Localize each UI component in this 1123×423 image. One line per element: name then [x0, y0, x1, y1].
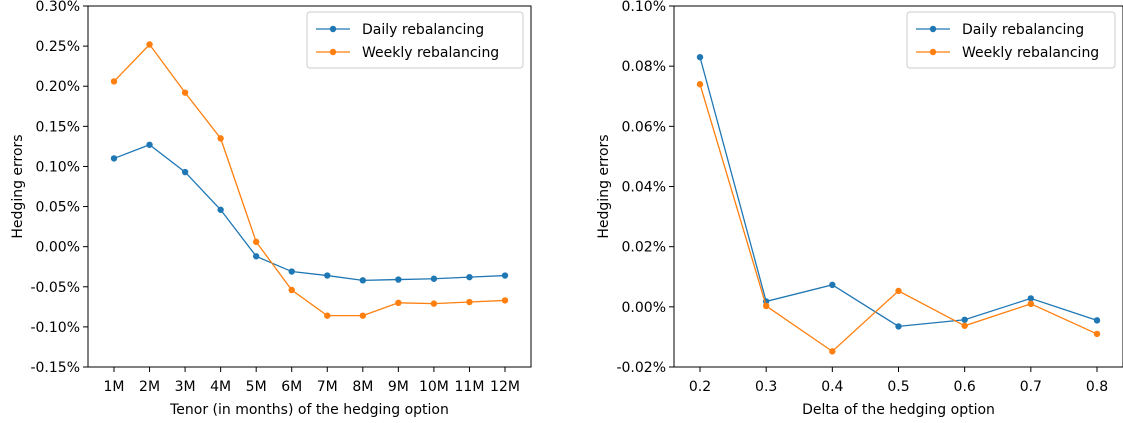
- data-point: [359, 277, 367, 284]
- x-tick-label: 3M: [175, 379, 196, 395]
- series-line-weekly: [113, 43, 506, 317]
- y-tick-label: -0.15%: [30, 360, 80, 376]
- data-point: [181, 168, 189, 176]
- x-tick-label: 8M: [352, 379, 373, 395]
- data-point: [501, 297, 509, 304]
- data-point: [961, 322, 968, 329]
- x-tick-label: 0.5: [887, 379, 909, 395]
- data-point: [288, 286, 295, 294]
- data-point: [217, 135, 224, 142]
- data-point: [829, 281, 836, 289]
- data-point: [395, 276, 402, 283]
- x-axis-title: Tenor (in months) of the hedging option: [169, 402, 449, 418]
- data-point: [1093, 317, 1101, 324]
- data-point: [359, 312, 367, 319]
- x-tick-label: 0.4: [821, 379, 843, 395]
- y-tick-label: 0.00%: [622, 300, 666, 316]
- data-point: [466, 273, 473, 281]
- data-point: [895, 287, 902, 295]
- data-point: [895, 323, 902, 330]
- legend-box: [306, 11, 524, 69]
- plot-frame: [87, 5, 532, 368]
- y-tick-label: 0.08%: [622, 59, 666, 75]
- data-point: [1027, 295, 1035, 302]
- data-point: [696, 81, 704, 88]
- y-tick-label: 0.06%: [622, 119, 666, 135]
- legend-label: Weekly rebalancing: [962, 45, 1099, 61]
- data-point: [696, 53, 704, 61]
- legend-swatch-marker: [929, 48, 937, 56]
- data-point: [762, 302, 770, 310]
- legend-label: Weekly rebalancing: [362, 45, 499, 61]
- y-tick-label: 0.30%: [36, 0, 80, 15]
- x-tick-label: 0.6: [954, 379, 976, 395]
- chart-panel-1: -0.15% -0.10% -0.05% 0.00% 0.05% 0.10% 0.15% 0.…: [10, 0, 532, 418]
- x-tick-label: 12M: [490, 379, 520, 395]
- data-point: [466, 298, 473, 306]
- y-tick-label: 0.04%: [622, 180, 666, 196]
- data-point: [146, 41, 153, 48]
- data-point: [395, 299, 402, 307]
- x-tick-label: 10M: [419, 379, 449, 395]
- x-tick-label: 7M: [317, 379, 338, 395]
- data-point: [324, 312, 331, 319]
- x-tick-label: 6M: [281, 379, 302, 395]
- data-point: [324, 272, 331, 279]
- y-axis-title: Hedging errors: [10, 134, 26, 238]
- data-point: [110, 155, 118, 162]
- data-point: [110, 78, 118, 85]
- x-tick-label: 5M: [246, 379, 267, 395]
- x-tick-label: 4M: [210, 379, 231, 395]
- legend: Daily rebalancing Weekly rebalancing: [906, 11, 1116, 69]
- data-point: [1093, 330, 1101, 338]
- x-tick-label: 11M: [455, 379, 485, 395]
- data-point: [829, 348, 836, 355]
- legend-swatch-marker: [929, 25, 937, 33]
- x-tick-label: 2M: [139, 379, 160, 395]
- data-point: [146, 141, 153, 148]
- x-tick-label: 0.2: [689, 379, 711, 395]
- data-point: [430, 275, 438, 282]
- y-tick-label: 0.10%: [622, 0, 666, 15]
- data-point: [961, 316, 968, 323]
- y-tick-label: 0.10%: [36, 159, 80, 175]
- data-point: [288, 268, 295, 275]
- data-point: [217, 206, 224, 213]
- data-point: [252, 253, 260, 260]
- data-point: [252, 238, 260, 246]
- y-tick-label: 0.20%: [36, 79, 80, 95]
- x-tick-label: 1M: [104, 379, 125, 395]
- legend-swatch-marker: [329, 25, 337, 33]
- y-tick-label: -0.05%: [30, 280, 80, 296]
- data-point: [501, 272, 509, 279]
- y-tick-label: 0.15%: [36, 119, 80, 135]
- data-point: [1027, 300, 1035, 308]
- x-axis-title: Delta of the hedging option: [802, 402, 995, 418]
- legend-box: [906, 11, 1116, 69]
- x-tick-label: 9M: [388, 379, 409, 395]
- y-tick-label: 0.02%: [622, 240, 666, 256]
- legend-label: Daily rebalancing: [962, 22, 1084, 38]
- data-point: [430, 300, 438, 307]
- x-tick-label: 0.7: [1020, 379, 1042, 395]
- y-axis-title: Hedging errors: [596, 134, 612, 238]
- y-tick-label: 0.00%: [36, 240, 80, 256]
- chart-panel-2: -0.02% 0.00% 0.02% 0.04% 0.06% 0.08% 0.10% 0.2 0…: [596, 0, 1123, 418]
- series-line-daily: [113, 144, 506, 282]
- x-tick-label: 0.3: [755, 379, 777, 395]
- y-tick-label: -0.10%: [30, 320, 80, 336]
- y-tick-label: 0.05%: [36, 200, 80, 216]
- y-tick-label: -0.02%: [616, 360, 666, 376]
- legend-label: Daily rebalancing: [362, 22, 484, 38]
- x-tick-label: 0.8: [1086, 379, 1108, 395]
- legend-swatch-marker: [329, 48, 337, 56]
- series-line-weekly: [699, 84, 1098, 353]
- data-point: [181, 89, 189, 96]
- y-tick-label: 0.25%: [36, 39, 80, 55]
- legend: Daily rebalancing Weekly rebalancing: [306, 11, 524, 69]
